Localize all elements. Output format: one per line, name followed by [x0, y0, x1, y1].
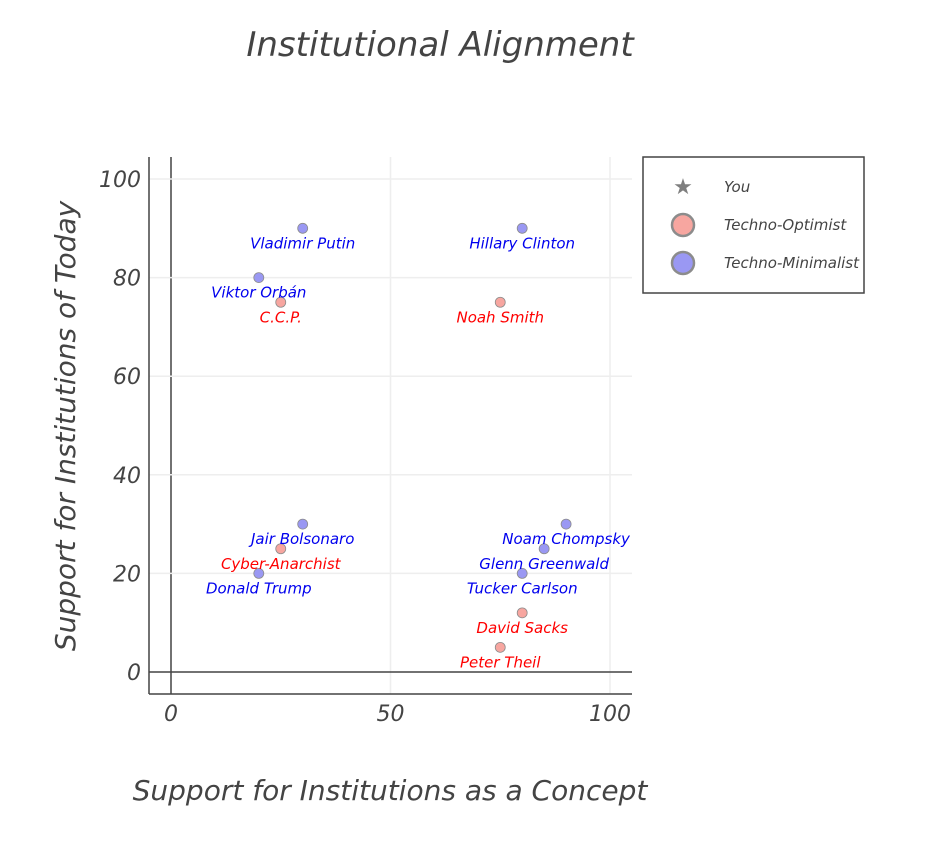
label-noah-smith: Noah Smith — [456, 308, 544, 326]
data-points — [253, 222, 572, 653]
point-hillary-clinton — [516, 222, 528, 234]
x-axis-label: Support for Institutions as a Concept — [133, 774, 649, 807]
legend-label: Techno-Minimalist — [724, 254, 860, 272]
label-c-c-p: C.C.P. — [260, 308, 302, 326]
legend-label: Techno-Optimist — [724, 216, 847, 234]
point-noam-chompsky — [560, 518, 572, 530]
label-hillary-clinton: Hillary Clinton — [469, 234, 575, 252]
star-icon: ★ — [673, 175, 693, 200]
label-viktor-orb-n: Viktor Orbán — [211, 284, 306, 302]
point-donald-trump — [253, 568, 265, 579]
data-labels: C.C.P. Noah Smith Cyber-Anarchist David Sac… — [206, 234, 631, 671]
legend: ★ You Techno-Optimist Techno-Minimalist — [642, 156, 865, 294]
chart-title: Institutional Alignment — [246, 25, 635, 65]
label-donald-trump: Donald Trump — [206, 579, 312, 597]
y-tick-label: 80 — [113, 267, 141, 292]
point-david-sacks — [516, 607, 528, 619]
label-vladimir-putin: Vladimir Putin — [250, 234, 355, 252]
point-vladimir-putin — [297, 222, 309, 234]
y-tick-label: 40 — [113, 464, 141, 489]
label-cyber-anarchist: Cyber-Anarchist — [221, 555, 342, 573]
legend-marker — [670, 212, 696, 238]
axes — [148, 157, 632, 695]
point-c-c-p — [275, 296, 287, 308]
y-tick-label: 0 — [127, 661, 141, 686]
y-tick-label: 100 — [99, 168, 141, 193]
label-glenn-greenwald: Glenn Greenwald — [479, 555, 609, 573]
point-tucker-carlson — [516, 568, 528, 579]
legend-label: You — [724, 178, 750, 196]
label-peter-theil: Peter Theil — [460, 653, 541, 671]
x-tick-label: 100 — [589, 702, 631, 727]
label-jair-bolsonaro: Jair Bolsonaro — [248, 530, 354, 548]
legend-marker — [670, 250, 696, 276]
point-jair-bolsonaro — [297, 518, 309, 530]
x-tick-label: 0 — [164, 702, 178, 727]
y-tick-label: 60 — [113, 365, 141, 390]
y-axis-label: Support for Institutions of Today — [49, 200, 82, 651]
label-noam-chompsky: Noam Chompsky — [502, 530, 631, 548]
grid-lines — [149, 157, 632, 694]
point-cyber-anarchist — [275, 543, 287, 555]
tick-labels: 0 50 100 0 20 40 60 80 100 — [99, 168, 631, 727]
x-tick-label: 50 — [377, 702, 405, 727]
point-peter-theil — [494, 641, 506, 653]
y-tick-label: 20 — [113, 562, 141, 587]
point-noah-smith — [494, 296, 506, 308]
label-david-sacks: David Sacks — [476, 619, 568, 637]
point-viktor-orb-n — [253, 272, 265, 284]
point-glenn-greenwald — [538, 543, 550, 555]
label-tucker-carlson: Tucker Carlson — [467, 579, 578, 597]
